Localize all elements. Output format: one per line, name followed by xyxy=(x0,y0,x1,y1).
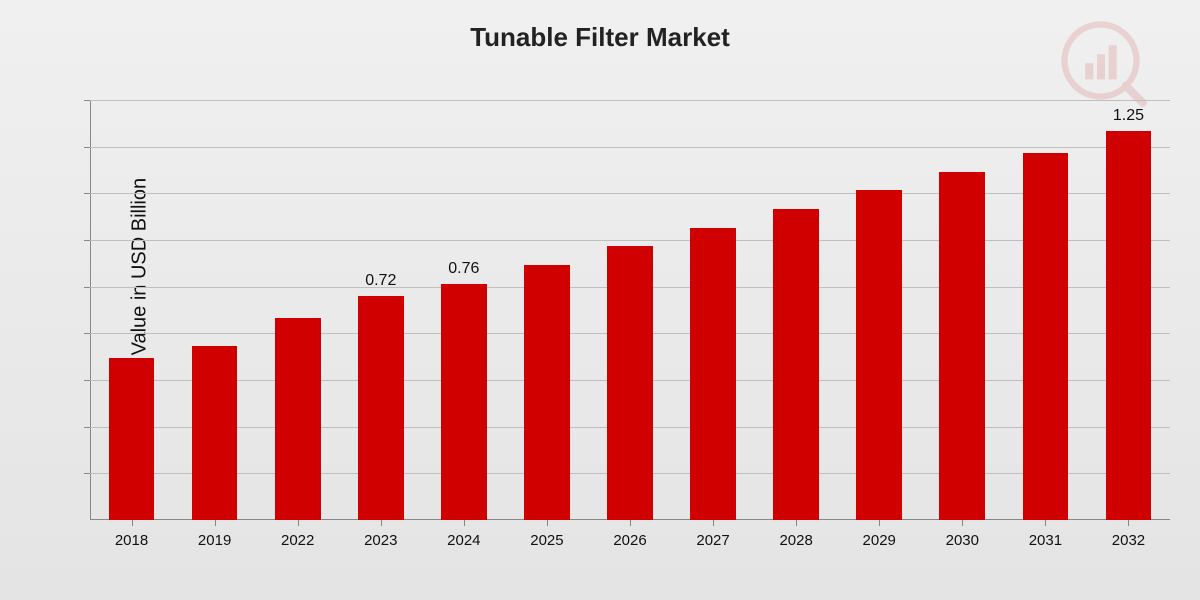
y-tick-mark xyxy=(84,100,90,101)
x-tick-mark xyxy=(547,520,548,526)
bar xyxy=(524,265,570,520)
x-tick-label: 2025 xyxy=(530,532,563,549)
x-tick-label: 2031 xyxy=(1029,532,1062,549)
x-tick-label: 2019 xyxy=(198,532,231,549)
bar-value-label: 0.76 xyxy=(448,260,479,278)
bar-value-label: 1.25 xyxy=(1113,107,1144,125)
y-axis-line xyxy=(90,100,91,520)
grid-line xyxy=(90,193,1170,194)
x-tick-label: 2029 xyxy=(863,532,896,549)
x-tick-mark xyxy=(879,520,880,526)
bar xyxy=(1023,153,1069,520)
x-tick-label: 2027 xyxy=(696,532,729,549)
bar-value-label: 0.72 xyxy=(365,272,396,290)
y-tick-mark xyxy=(84,287,90,288)
y-tick-mark xyxy=(84,427,90,428)
x-tick-label: 2032 xyxy=(1112,532,1145,549)
x-tick-mark xyxy=(215,520,216,526)
bar xyxy=(358,296,404,520)
x-tick-mark xyxy=(132,520,133,526)
bar xyxy=(773,209,819,520)
y-tick-mark xyxy=(84,193,90,194)
watermark-logo-icon xyxy=(1060,20,1150,110)
x-tick-label: 2022 xyxy=(281,532,314,549)
bar xyxy=(275,318,321,520)
y-tick-mark xyxy=(84,333,90,334)
bar xyxy=(109,358,155,520)
x-tick-mark xyxy=(1045,520,1046,526)
x-tick-mark xyxy=(962,520,963,526)
bar xyxy=(856,190,902,520)
bar xyxy=(1106,131,1152,520)
bar xyxy=(607,246,653,520)
x-tick-mark xyxy=(630,520,631,526)
x-tick-label: 2018 xyxy=(115,532,148,549)
y-tick-mark xyxy=(84,240,90,241)
x-tick-mark xyxy=(796,520,797,526)
x-tick-mark xyxy=(1128,520,1129,526)
x-tick-mark xyxy=(464,520,465,526)
x-tick-mark xyxy=(713,520,714,526)
bar xyxy=(441,284,487,520)
bar xyxy=(690,228,736,520)
y-tick-mark xyxy=(84,380,90,381)
x-tick-label: 2024 xyxy=(447,532,480,549)
x-tick-label: 2026 xyxy=(613,532,646,549)
grid-line xyxy=(90,240,1170,241)
bar xyxy=(192,346,238,520)
grid-line xyxy=(90,147,1170,148)
x-tick-label: 2028 xyxy=(779,532,812,549)
y-tick-mark xyxy=(84,473,90,474)
chart-title: Tunable Filter Market xyxy=(0,22,1200,53)
chart-plot-area: 0.72 0.76 1.25 xyxy=(90,100,1170,520)
bar xyxy=(939,172,985,520)
y-tick-mark xyxy=(84,147,90,148)
x-tick-mark xyxy=(298,520,299,526)
x-tick-label: 2030 xyxy=(946,532,979,549)
grid-line xyxy=(90,100,1170,101)
x-tick-mark xyxy=(381,520,382,526)
x-tick-label: 2023 xyxy=(364,532,397,549)
